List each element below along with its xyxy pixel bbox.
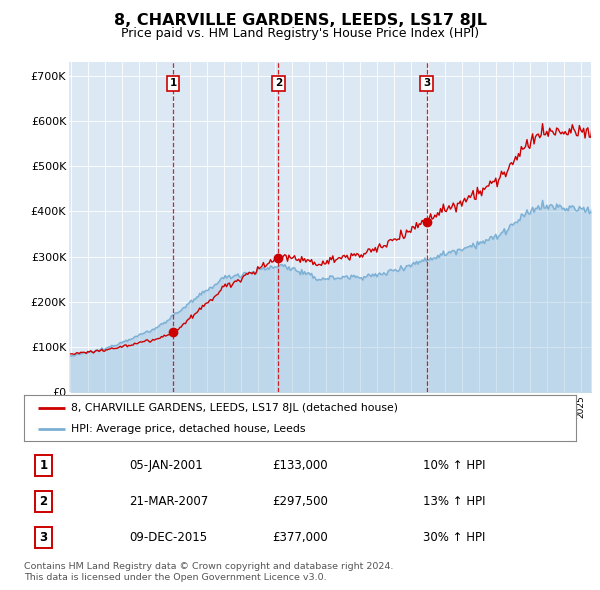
Text: £133,000: £133,000: [272, 459, 328, 472]
Text: Price paid vs. HM Land Registry's House Price Index (HPI): Price paid vs. HM Land Registry's House …: [121, 27, 479, 40]
Text: 10% ↑ HPI: 10% ↑ HPI: [424, 459, 486, 472]
Text: 30% ↑ HPI: 30% ↑ HPI: [424, 531, 486, 544]
Text: 3: 3: [423, 78, 430, 88]
Text: 1: 1: [169, 78, 176, 88]
Text: 13% ↑ HPI: 13% ↑ HPI: [424, 495, 486, 508]
Text: 21-MAR-2007: 21-MAR-2007: [129, 495, 208, 508]
Text: 2: 2: [39, 495, 47, 508]
Text: 05-JAN-2001: 05-JAN-2001: [129, 459, 203, 472]
Text: HPI: Average price, detached house, Leeds: HPI: Average price, detached house, Leed…: [71, 424, 305, 434]
Text: £377,000: £377,000: [272, 531, 328, 544]
Text: Contains HM Land Registry data © Crown copyright and database right 2024.
This d: Contains HM Land Registry data © Crown c…: [24, 562, 394, 582]
Text: 1: 1: [39, 459, 47, 472]
Text: 09-DEC-2015: 09-DEC-2015: [129, 531, 207, 544]
Text: 8, CHARVILLE GARDENS, LEEDS, LS17 8JL (detached house): 8, CHARVILLE GARDENS, LEEDS, LS17 8JL (d…: [71, 403, 398, 413]
Text: 3: 3: [39, 531, 47, 544]
Text: £297,500: £297,500: [272, 495, 328, 508]
Text: 8, CHARVILLE GARDENS, LEEDS, LS17 8JL: 8, CHARVILLE GARDENS, LEEDS, LS17 8JL: [113, 13, 487, 28]
Text: 2: 2: [275, 78, 282, 88]
